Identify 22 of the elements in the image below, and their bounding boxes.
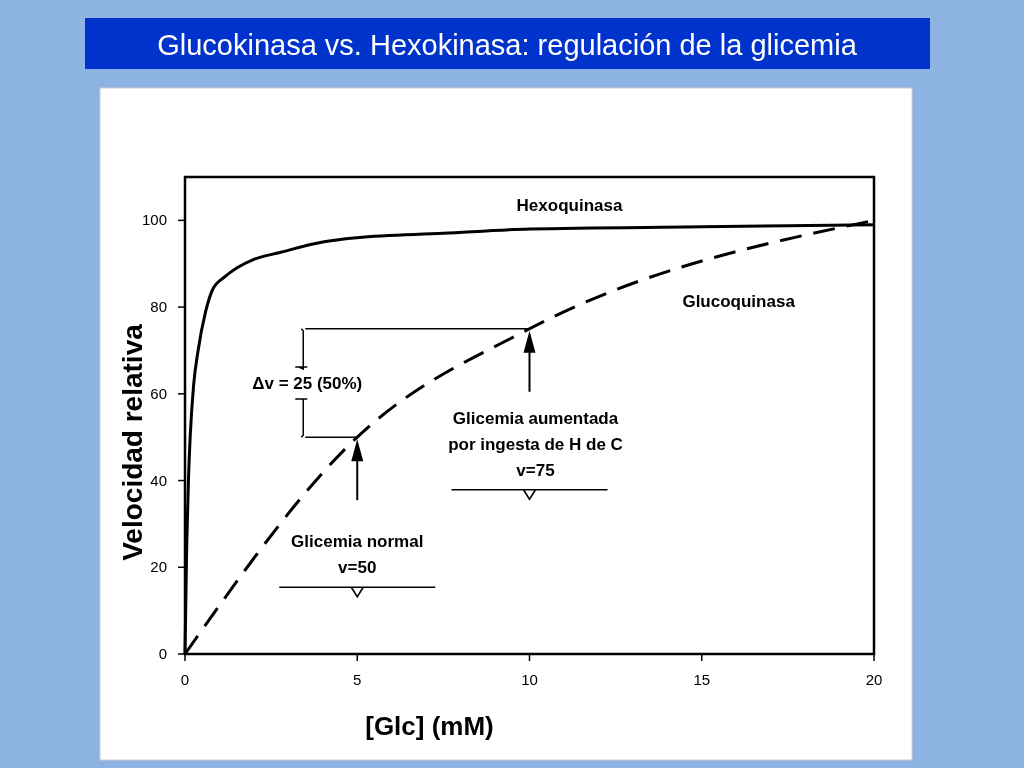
y-tick-label: 100 bbox=[141, 211, 167, 229]
chart-title: Glucokinasa vs. Hexokinasa: regulación de la glicemia bbox=[157, 29, 858, 61]
y-tick-label: 0 bbox=[158, 645, 167, 662]
series-label: Hexoquinasa bbox=[516, 196, 623, 216]
annotation: v=50 bbox=[338, 558, 377, 578]
y-tick-label: 40 bbox=[150, 471, 167, 489]
annotation: Glicemia aumentada bbox=[452, 408, 619, 428]
x-tick-label: 20 bbox=[865, 671, 883, 688]
y-tick-label: 60 bbox=[150, 384, 167, 402]
y-tick-label: 80 bbox=[150, 298, 167, 316]
annotation: Glicemia normal bbox=[291, 532, 424, 552]
series-label: Glucoquinasa bbox=[682, 292, 796, 312]
annotation: Δv = 25 (50%) bbox=[252, 373, 363, 393]
x-tick-label: 5 bbox=[353, 671, 362, 688]
x-tick-label: 10 bbox=[521, 671, 538, 688]
x-tick-label: 0 bbox=[180, 671, 190, 688]
y-tick-label: 20 bbox=[150, 558, 167, 576]
y-axis-title: Velocidad relativa bbox=[117, 323, 148, 561]
x-tick-label: 15 bbox=[693, 671, 711, 688]
annotation: por ingesta de H de C bbox=[448, 434, 623, 454]
x-axis-title: [Glc] (mM) bbox=[365, 711, 494, 741]
annotation: v=75 bbox=[516, 460, 555, 480]
